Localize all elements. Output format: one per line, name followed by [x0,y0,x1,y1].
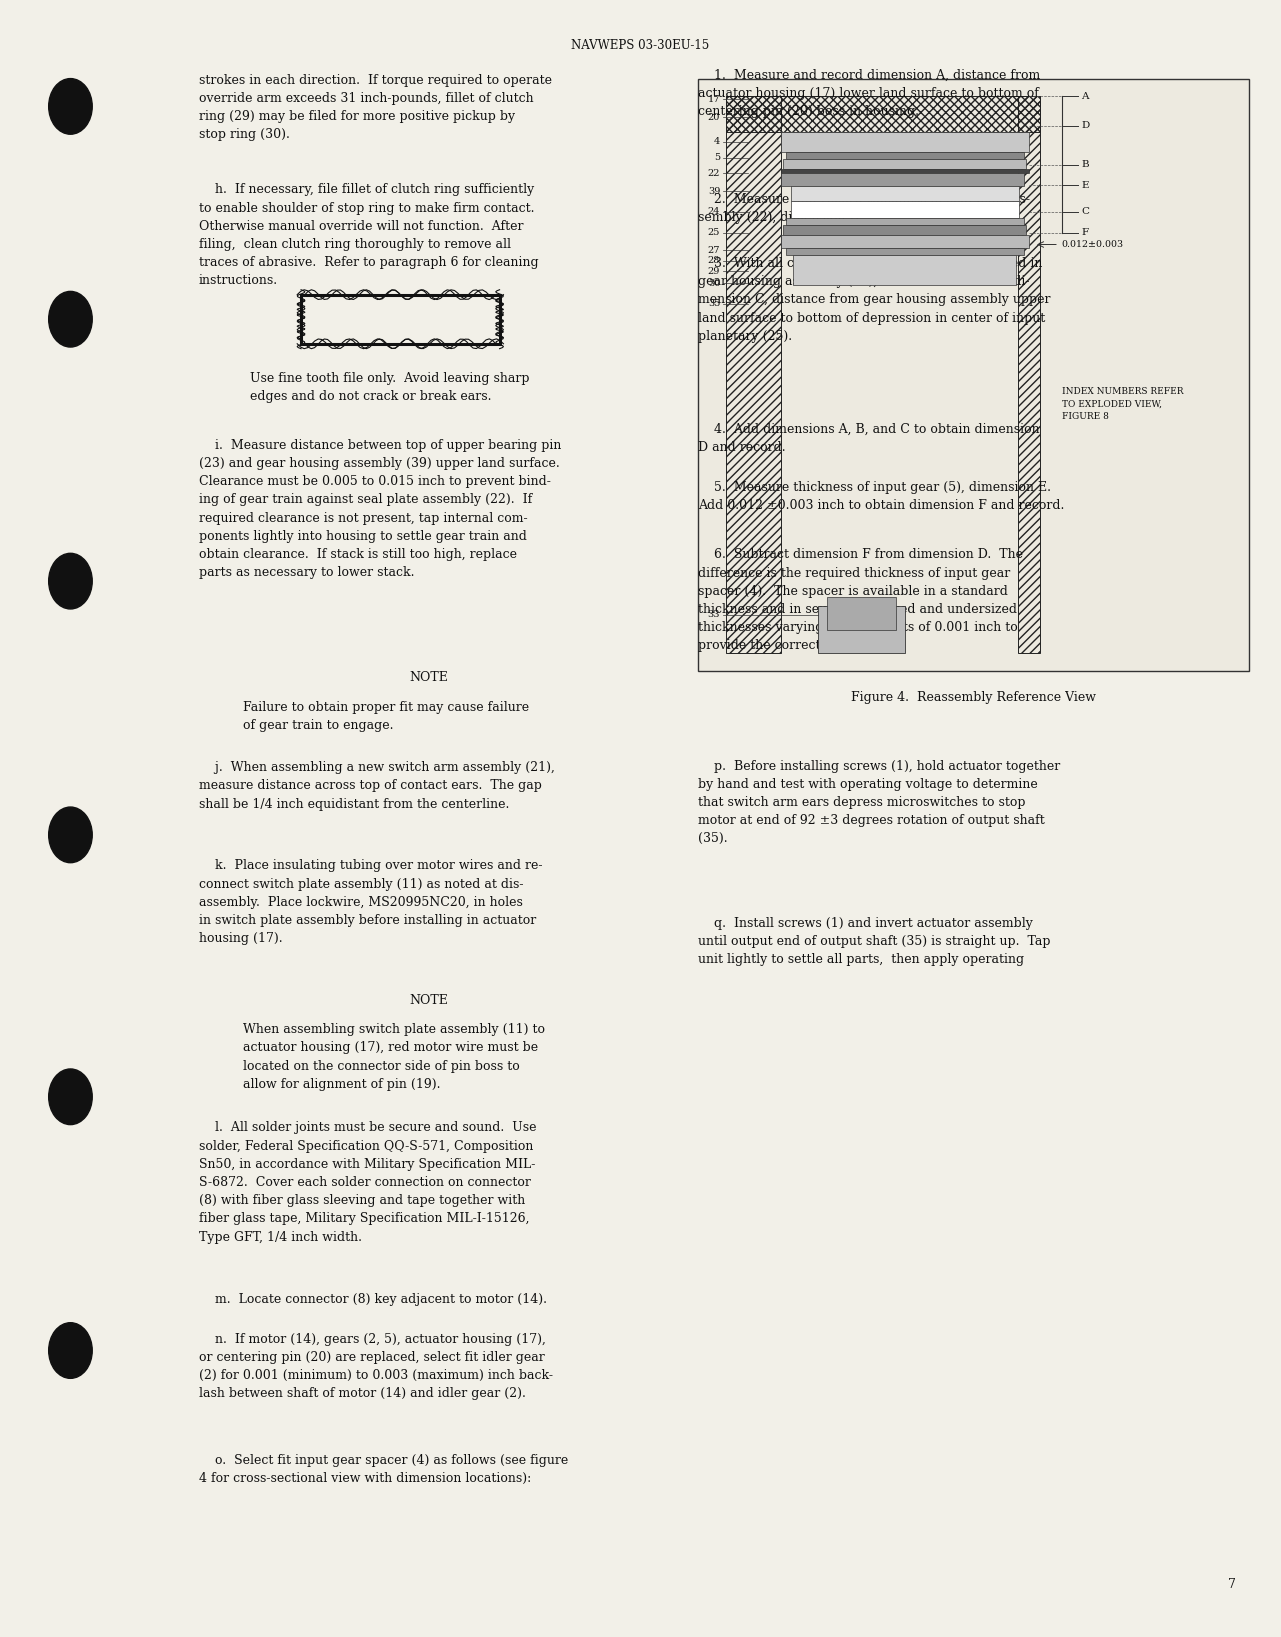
Text: p.  Before installing screws (1), hold actuator together
by hand and test with o: p. Before installing screws (1), hold ac… [698,760,1061,845]
Bar [790,185,1018,201]
Text: A: A [1081,92,1089,101]
Bar [783,226,1026,236]
Circle shape [49,291,92,347]
Text: 7: 7 [1228,1578,1236,1591]
Text: NOTE: NOTE [410,994,448,1007]
Text: 27: 27 [707,246,720,255]
Text: 39: 39 [708,187,720,196]
Text: 6.  Subtract dimension F from dimension D.  The
difference is the required thick: 6. Subtract dimension F from dimension D… [698,548,1024,653]
Text: 17: 17 [707,95,720,103]
Text: 25: 25 [708,228,720,237]
Text: 28: 28 [708,255,720,265]
Text: 35: 35 [708,300,720,308]
Text: 33: 33 [707,611,720,619]
Text: h.  If necessary, file fillet of clutch ring sufficiently
to enable shoulder of : h. If necessary, file fillet of clutch r… [199,183,538,288]
Circle shape [49,1323,92,1378]
Text: B: B [1081,160,1089,169]
Text: D: D [1081,121,1089,131]
Circle shape [49,1069,92,1125]
Text: m.  Locate connector (8) key adjacent to motor (14).: m. Locate connector (8) key adjacent to … [199,1293,547,1306]
Bar [785,152,1024,159]
Text: Failure to obtain proper fit may cause failure
of gear train to engage.: Failure to obtain proper fit may cause f… [243,701,529,732]
Text: Use fine tooth file only.  Avoid leaving sharp
edges and do not crack or break e: Use fine tooth file only. Avoid leaving … [250,372,529,403]
Text: INDEX NUMBERS REFER
TO EXPLODED VIEW,
FIGURE 8: INDEX NUMBERS REFER TO EXPLODED VIEW, FI… [1062,386,1184,421]
Bar [790,201,1018,218]
Text: 0.012±0.003: 0.012±0.003 [1062,241,1123,249]
Text: 30: 30 [708,278,720,288]
Text: i.  Measure distance between top of upper bearing pin
(23) and gear housing asse: i. Measure distance between top of upper… [199,439,561,579]
Text: k.  Place insulating tubing over motor wires and re-
connect switch plate assemb: k. Place insulating tubing over motor wi… [199,859,542,945]
Text: 5: 5 [714,154,720,162]
Bar [793,255,1016,285]
Circle shape [49,79,92,134]
Text: NAVWEPS 03-30EU-15: NAVWEPS 03-30EU-15 [571,39,710,52]
Bar [725,97,1040,133]
Text: F: F [1081,228,1088,237]
Text: 22: 22 [707,169,720,178]
Text: 3.  With all components (23 through 38) installed in
gear housing assembly (39),: 3. With all components (23 through 38) i… [698,257,1050,342]
Bar [301,295,500,344]
Text: E: E [1081,180,1089,190]
Text: C: C [1081,208,1089,216]
Text: l.  All solder joints must be secure and sound.  Use
solder, Federal Specificati: l. All solder joints must be secure and … [199,1121,535,1244]
Bar [781,174,1024,185]
Bar [785,247,1024,255]
Bar [698,79,1249,671]
Text: 1.  Measure and record dimension A, distance from
actuator housing (17) lower la: 1. Measure and record dimension A, dista… [698,69,1040,118]
Circle shape [49,807,92,863]
Text: 2.  Measure and record thickness of seal plate as-
sembly (22), dimension B.: 2. Measure and record thickness of seal … [698,193,1030,224]
Text: 4: 4 [714,138,720,146]
Bar [819,606,904,653]
Circle shape [49,553,92,609]
Bar [725,97,781,653]
Bar [301,295,500,344]
Text: Figure 4.  Reassembly Reference View: Figure 4. Reassembly Reference View [851,691,1097,704]
Text: NOTE: NOTE [410,671,448,684]
Bar [781,236,1029,247]
Text: j.  When assembling a new switch arm assembly (21),
measure distance across top : j. When assembling a new switch arm asse… [199,761,555,810]
Text: q.  Install screws (1) and invert actuator assembly
until output end of output s: q. Install screws (1) and invert actuato… [698,917,1050,966]
Text: strokes in each direction.  If torque required to operate
override arm exceeds 3: strokes in each direction. If torque req… [199,74,552,141]
Text: 29: 29 [708,267,720,275]
Text: 24: 24 [707,208,720,216]
Bar [781,169,1029,174]
Bar [785,218,1024,226]
Text: o.  Select fit input gear spacer (4) as follows (see figure
4 for cross-sectiona: o. Select fit input gear spacer (4) as f… [199,1454,567,1485]
Bar [1017,97,1040,653]
Bar [781,133,1029,152]
Bar [826,598,895,630]
Bar [783,159,1026,169]
Text: n.  If motor (14), gears (2, 5), actuator housing (17),
or centering pin (20) ar: n. If motor (14), gears (2, 5), actuator… [199,1333,552,1400]
Text: 20: 20 [708,113,720,121]
Text: 4.  Add dimensions A, B, and C to obtain dimension
D and record.: 4. Add dimensions A, B, and C to obtain … [698,422,1040,453]
Text: 5.  Measure thickness of input gear (5), dimension E.
Add 0.012 ±0.003 inch to o: 5. Measure thickness of input gear (5), … [698,481,1065,512]
Text: When assembling switch plate assembly (11) to
actuator housing (17), red motor w: When assembling switch plate assembly (1… [243,1023,546,1090]
Text: CAUTION: CAUTION [360,311,441,324]
